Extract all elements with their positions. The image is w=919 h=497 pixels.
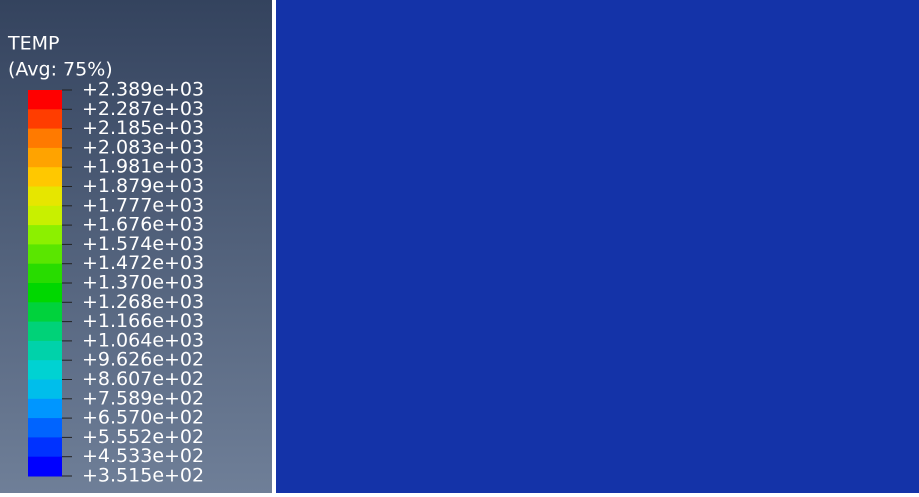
color-band	[28, 205, 62, 226]
legend-label: +8.607e+02	[82, 368, 204, 390]
legend-label: +1.166e+03	[82, 310, 204, 332]
color-band	[28, 437, 62, 458]
legend-label: +9.626e+02	[82, 349, 204, 371]
color-band	[28, 360, 62, 380]
legend-label: +1.676e+03	[82, 214, 204, 236]
legend-label: +3.515e+02	[82, 465, 204, 487]
color-band	[28, 128, 62, 149]
color-band	[28, 225, 62, 245]
legend-label: +1.879e+03	[82, 175, 204, 197]
legend-label: +2.185e+03	[82, 117, 204, 139]
legend-label: +4.533e+02	[82, 445, 204, 467]
legend-label: +1.472e+03	[82, 252, 204, 274]
contour-view	[276, 0, 919, 493]
color-band	[28, 418, 62, 438]
legend-label: +5.552e+02	[82, 426, 204, 448]
color-band	[28, 283, 62, 303]
legend-label: +1.777e+03	[82, 194, 204, 216]
color-band	[28, 90, 62, 110]
legend-subtitle: (Avg: 75%)	[8, 59, 113, 81]
color-band	[28, 263, 62, 284]
color-band	[28, 379, 62, 400]
view-background	[276, 0, 919, 493]
color-band	[28, 147, 62, 168]
legend-label: +1.064e+03	[82, 329, 204, 351]
color-band	[28, 321, 62, 342]
legend-label: +6.570e+02	[82, 407, 204, 429]
legend-label: +1.268e+03	[82, 291, 204, 313]
color-band	[28, 244, 62, 265]
divider	[272, 0, 276, 493]
color-band	[28, 186, 62, 207]
color-band	[28, 109, 62, 130]
color-band	[28, 456, 62, 477]
color-band	[28, 398, 62, 419]
legend: TEMP (Avg: 75%) +2.389e+03+2.287e+03+2.1…	[7, 33, 204, 487]
legend-title: TEMP	[7, 33, 59, 55]
color-band	[28, 167, 62, 187]
legend-label: +2.287e+03	[82, 98, 204, 120]
legend-label: +1.370e+03	[82, 272, 204, 294]
color-band	[28, 302, 62, 323]
color-band	[28, 340, 62, 361]
legend-label: +1.574e+03	[82, 233, 204, 255]
legend-label: +7.589e+02	[82, 387, 204, 409]
legend-label: +1.981e+03	[82, 156, 204, 178]
legend-label: +2.083e+03	[82, 136, 204, 158]
legend-label: +2.389e+03	[82, 79, 204, 101]
